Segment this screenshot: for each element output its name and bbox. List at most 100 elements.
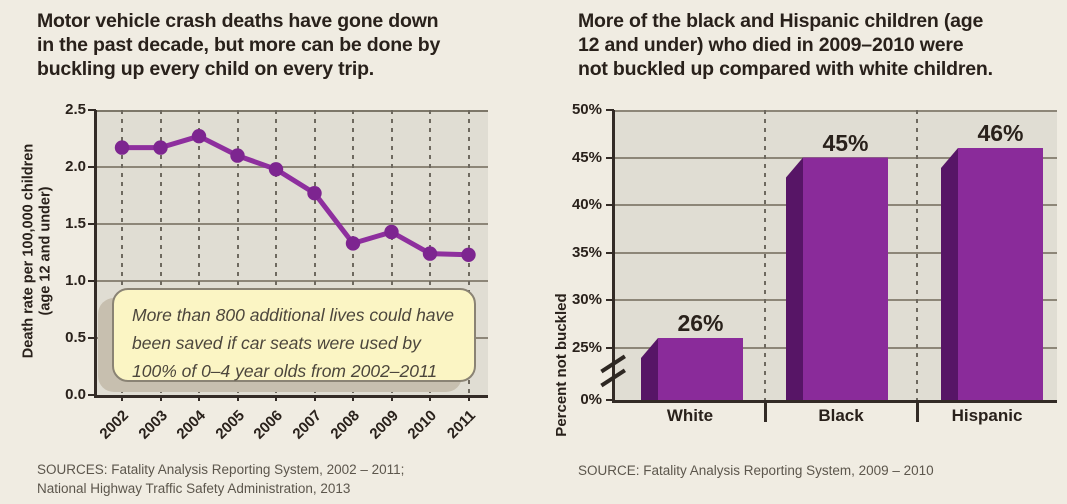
x-tick xyxy=(159,395,162,401)
y-tick xyxy=(88,280,96,282)
y-tick xyxy=(88,394,96,396)
x-axis-line xyxy=(612,400,1057,403)
x-tick xyxy=(275,395,277,401)
y-axis-line xyxy=(94,110,97,398)
bar-value-label: 26% xyxy=(677,310,724,336)
data-point-marker xyxy=(422,246,438,261)
x-tick-label: 2007 xyxy=(288,407,325,443)
year-gridline xyxy=(390,110,393,395)
y-axis-title: Percent not buckled xyxy=(553,293,570,437)
y-axis-title: Death rate per 100,000 children (age 12 … xyxy=(21,109,55,394)
category-label: Hispanic xyxy=(951,406,1023,425)
line-chart-title: Motor vehicle crash deaths have gone dow… xyxy=(37,9,517,81)
year-gridline xyxy=(198,110,200,395)
y-tick-label: 30% xyxy=(571,291,602,308)
bar-front-face xyxy=(958,148,1043,400)
x-axis-line xyxy=(94,395,488,398)
category-label: White xyxy=(666,406,714,425)
y-tick xyxy=(606,299,614,301)
y-axis-line xyxy=(612,110,615,403)
y-tick xyxy=(606,346,614,349)
y-axis-title-line: (age 12 and under) xyxy=(37,186,54,316)
x-tick-label: 2005 xyxy=(211,407,248,443)
y-tick xyxy=(606,204,614,206)
x-tick xyxy=(429,395,431,401)
source-line: National Highway Traffic Safety Administ… xyxy=(37,481,351,496)
title-line: in the past decade, but more can be done… xyxy=(37,34,441,56)
x-tick xyxy=(121,395,123,401)
data-point-marker xyxy=(345,236,361,251)
percent-not-buckled-bars xyxy=(641,148,1043,400)
year-gridline xyxy=(159,110,162,395)
bar-value-label: 45% xyxy=(822,129,869,156)
title-line: More of the black and Hispanic children … xyxy=(578,10,984,32)
callout-line: been saved if car seats were used by xyxy=(132,333,421,353)
gridline xyxy=(97,166,488,168)
title-line: 12 and under) who died in 2009–2010 were xyxy=(578,34,964,56)
x-tick-label: 2009 xyxy=(365,407,402,443)
annotation-callout: More than 800 additional lives could hav… xyxy=(112,288,476,382)
category-label: Black xyxy=(818,406,864,425)
y-tick-label: 2.5 xyxy=(65,101,86,118)
y-tick xyxy=(606,251,614,254)
y-tick-label: 1.5 xyxy=(65,215,86,232)
category-separator xyxy=(764,110,766,400)
callout-line: More than 800 additional lives could hav… xyxy=(132,305,455,325)
x-tick xyxy=(352,395,354,401)
data-point-marker xyxy=(307,186,322,201)
x-tick-label: 2010 xyxy=(404,407,441,443)
line-path xyxy=(119,133,471,258)
y-tick-label: 0.5 xyxy=(65,329,86,346)
year-gridline xyxy=(236,110,239,395)
y-tick xyxy=(606,399,614,401)
year-gridline xyxy=(313,110,316,395)
bar-side-face xyxy=(941,148,958,400)
gridline xyxy=(97,280,488,282)
x-tick xyxy=(313,395,316,401)
year-gridline xyxy=(352,110,354,395)
title-line: Motor vehicle crash deaths have gone dow… xyxy=(37,10,439,32)
year-gridline xyxy=(275,110,277,395)
bar-value-label: 46% xyxy=(977,120,1024,146)
y-tick xyxy=(606,156,614,159)
y-tick-label: 1.0 xyxy=(65,272,86,289)
bar-chart-title: More of the black and Hispanic children … xyxy=(578,9,1058,81)
source-line: SOURCE: Fatality Analysis Reporting Syst… xyxy=(578,463,934,478)
x-tick-label: 2011 xyxy=(443,407,479,443)
bar-chart-plot-area: Percent not buckled 50% 45% 40% 35% 30% 25% 0%… xyxy=(553,101,1057,437)
y-tick xyxy=(88,166,96,168)
plot-top-border xyxy=(97,110,488,112)
data-point-marker xyxy=(153,140,168,155)
y-tick-label: 40% xyxy=(571,196,602,213)
y-tick-label: 25% xyxy=(571,338,602,356)
data-point-marker xyxy=(268,162,284,177)
y-tick-label: 0% xyxy=(580,391,602,408)
x-tick xyxy=(236,395,239,401)
category-separator-tick xyxy=(764,403,767,422)
x-tick-label: 2006 xyxy=(250,407,287,443)
bar-front-face xyxy=(658,338,743,400)
x-tick-label: 2003 xyxy=(134,407,171,443)
x-tick-label: 2004 xyxy=(173,407,210,443)
category-separator xyxy=(916,110,918,400)
bar-side-face xyxy=(641,338,658,400)
gridline-50pct xyxy=(615,110,1057,112)
title-line: buckling up every child on every trip. xyxy=(37,58,374,80)
y-tick xyxy=(88,109,96,111)
death-rate-line-series xyxy=(114,129,476,262)
y-tick-label: 35% xyxy=(571,243,602,261)
y-tick xyxy=(606,109,614,111)
bar-side-face xyxy=(786,157,803,400)
data-point-marker xyxy=(114,140,130,155)
y-tick-label: 2.0 xyxy=(65,158,86,175)
x-tick xyxy=(198,395,200,401)
year-gridline xyxy=(121,110,123,395)
callout-line: 100% of 0–4 year olds from 2002–2011 xyxy=(132,361,438,381)
bar-front-face xyxy=(803,157,888,400)
y-tick xyxy=(88,223,96,225)
y-tick-label: 0.0 xyxy=(65,386,86,403)
x-tick-label: 2008 xyxy=(327,407,364,443)
right-source: SOURCE: Fatality Analysis Reporting Syst… xyxy=(578,461,934,480)
title-line: not buckled up compared with white child… xyxy=(578,58,993,80)
